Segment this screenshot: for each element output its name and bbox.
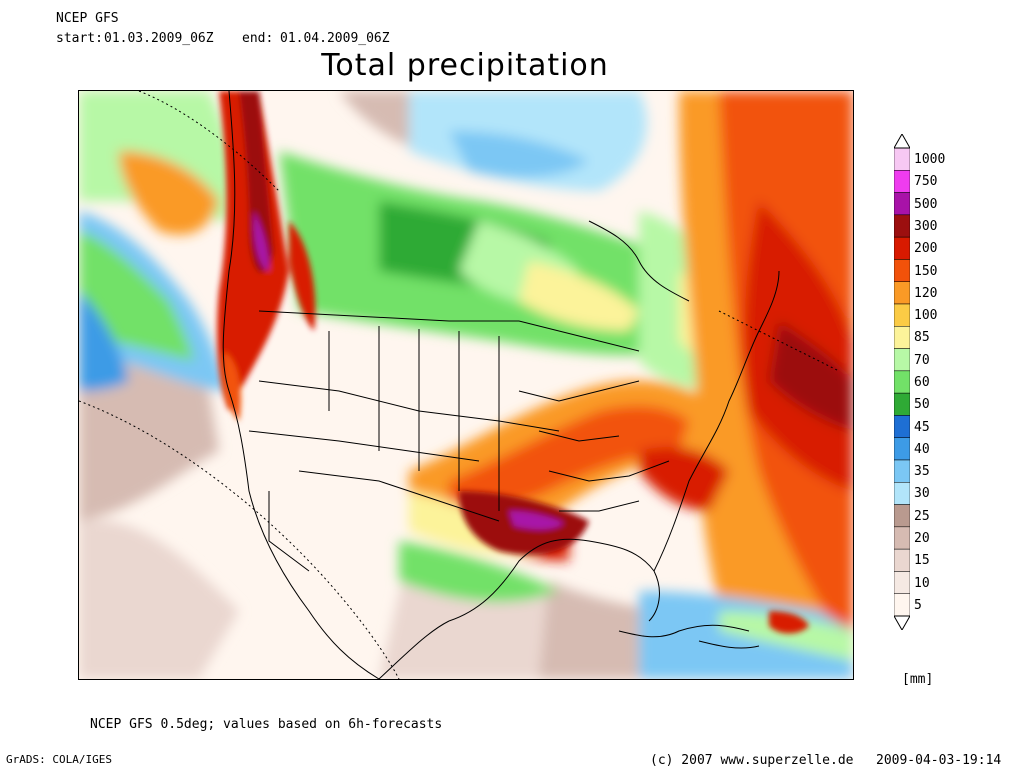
- end-label: end:: [242, 31, 274, 46]
- legend-label: 25: [914, 508, 930, 524]
- legend-label: 1000: [914, 152, 946, 168]
- legend-label: 10: [914, 575, 930, 591]
- model-label: NCEP GFS: [56, 11, 119, 26]
- legend-label: 20: [914, 531, 930, 546]
- start-label: start:: [56, 31, 103, 46]
- legend-swatch: [894, 526, 910, 550]
- legend-swatch: [894, 392, 910, 416]
- legend-swatch: [894, 281, 910, 305]
- legend-label: 200: [914, 241, 938, 257]
- legend-swatch: [894, 348, 910, 372]
- copyright: (c) 2007 www.superzelle.de: [650, 753, 854, 768]
- legend-arrow-up-icon: [894, 134, 910, 149]
- legend-swatch: [894, 259, 910, 282]
- legend-swatch: [894, 415, 910, 438]
- legend-label: 15: [914, 553, 930, 569]
- legend-arrow-down-icon: [894, 615, 910, 630]
- model-note: NCEP GFS 0.5deg; values based on 6h-fore…: [90, 717, 443, 732]
- timestamp: 2009-04-03-19:14: [876, 753, 1002, 768]
- map-title: Total precipitation: [321, 48, 609, 83]
- legend-label: 500: [914, 196, 938, 212]
- legend-swatch: [894, 326, 910, 349]
- legend-label: 45: [914, 419, 930, 435]
- legend-label: 70: [914, 352, 930, 368]
- legend-label: 60: [914, 375, 930, 390]
- legend-label: 100: [914, 308, 938, 324]
- legend-label: 35: [914, 464, 930, 480]
- legend-swatch: [894, 459, 910, 483]
- legend-swatch: [894, 593, 910, 617]
- legend-unit: [mm]: [902, 672, 934, 687]
- legend-swatch: [894, 370, 910, 394]
- legend-swatch: [894, 192, 910, 216]
- precipitation-map: [78, 90, 854, 680]
- legend-label: 5: [914, 597, 922, 613]
- legend-label: 40: [914, 441, 930, 457]
- precipitation-legend: 1000 750 500 300 200 150 120 100 85 70 60 50 45 40 35 3…: [894, 134, 974, 630]
- legend-swatch: [894, 236, 910, 260]
- legend-label: 300: [914, 219, 938, 234]
- legend-swatch: [894, 571, 910, 594]
- legend-label: 50: [914, 397, 930, 413]
- legend-swatch: [894, 482, 910, 505]
- legend-swatch: [894, 303, 910, 327]
- legend-swatch: [894, 147, 910, 171]
- legend-colorbar: [894, 134, 910, 630]
- legend-label: 150: [914, 263, 938, 279]
- legend-label: 120: [914, 285, 938, 301]
- legend-swatch: [894, 548, 910, 572]
- legend-swatch: [894, 437, 910, 461]
- legend-label: 30: [914, 486, 930, 502]
- legend-swatch: [894, 214, 910, 238]
- legend-label: 750: [914, 174, 938, 190]
- legend-swatch: [894, 504, 910, 528]
- end-value: 01.04.2009_06Z: [280, 31, 390, 46]
- legend-swatch: [894, 170, 910, 193]
- software-credit: GrADS: COLA/IGES: [6, 753, 112, 766]
- start-value: 01.03.2009_06Z: [104, 31, 214, 46]
- legend-label: 85: [914, 330, 930, 346]
